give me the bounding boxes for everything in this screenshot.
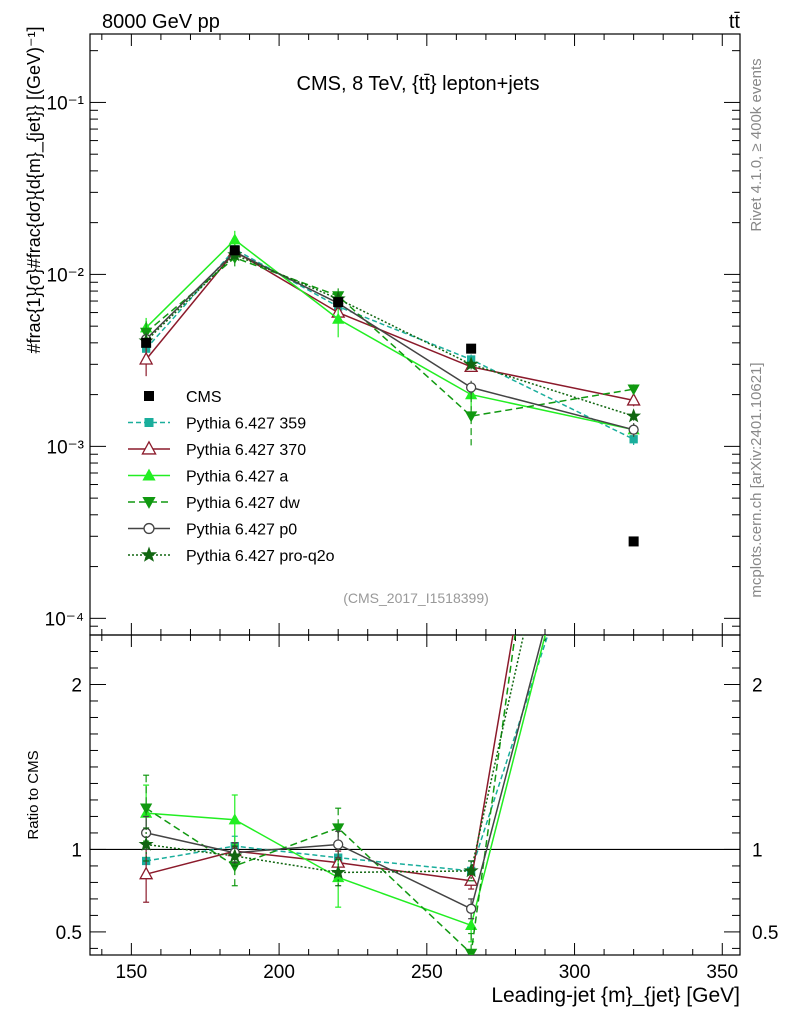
y-axis-label-main: #frac{1}{σ}#frac{dσ}{d{m}_{jet}} [(GeV)⁻…	[24, 27, 45, 354]
axis-ticks: 150 200 250 300 350 10⁻⁴ 10⁻³ 10⁻² 10⁻¹ 0.5 0.5 1 1 2…	[45, 34, 778, 983]
ratio-y-tick-label-right: 2	[752, 675, 763, 696]
star-marker	[330, 864, 346, 879]
down-triangle-marker	[332, 823, 345, 835]
x-tick-label: 150	[116, 962, 148, 983]
down-triangle-marker	[627, 384, 640, 396]
x-tick-label: 200	[263, 962, 295, 983]
cms-data-point	[229, 245, 240, 256]
cms-data-point	[628, 536, 639, 547]
header-right: tt̄	[729, 11, 741, 33]
y-tick-label: 10⁻²	[47, 265, 85, 286]
open-triangle-marker	[626, 392, 641, 406]
ratio-y-tick-label: 1	[71, 840, 82, 861]
open-triangle-marker	[141, 440, 157, 455]
mcplots-citation-text: mcplots.cern.ch [arXiv:2401.10621]	[748, 362, 765, 597]
ratio-plot-frame	[89, 634, 741, 956]
x-axis-label: Leading-jet {m}_{jet} [GeV]	[491, 984, 740, 1007]
legend-label-cms: CMS	[186, 389, 222, 406]
ratio-y-tick-label: 2	[71, 675, 82, 696]
star-marker	[138, 836, 154, 851]
x-tick-label: 250	[411, 962, 443, 983]
open-circle-marker	[465, 903, 477, 914]
header-left: 8000 GeV pp	[102, 11, 220, 33]
main-plot-frame	[89, 33, 741, 636]
open-triangle-marker	[464, 872, 479, 886]
analysis-id: (CMS_2017_I1518399)	[343, 590, 489, 606]
star-marker	[227, 848, 243, 863]
open-triangle-marker	[139, 866, 154, 880]
legend-label: Pythia 6.427 359	[186, 416, 306, 433]
ratio-line-2	[146, 635, 546, 927]
ratio-series-group	[138, 635, 549, 955]
y-tick-label: 10⁻¹	[47, 93, 85, 114]
legend-label: Pythia 6.427 p0	[186, 522, 297, 539]
open-triangle-marker	[139, 351, 154, 365]
triangle-marker	[332, 312, 345, 324]
legend: CMS Pythia 6.427 359 Pythia 6.427 370 Pythi…	[128, 389, 335, 565]
y-tick-label: 10⁻³	[47, 437, 85, 458]
star-marker	[463, 862, 479, 878]
chart-title: CMS, 8 TeV, {tt̄} lepton+jets	[297, 73, 540, 95]
x-tick-label: 300	[559, 962, 591, 983]
open-circle-marker	[628, 424, 639, 435]
down-triangle-marker	[142, 496, 156, 509]
triangle-marker	[228, 233, 241, 245]
y-axis-label-ratio: Ratio to CMS	[25, 750, 42, 839]
legend-label: Pythia 6.427 dw	[186, 495, 300, 512]
cms-data-point	[333, 297, 344, 308]
ratio-y-tick-label-right: 0.5	[752, 923, 778, 944]
y-tick-label: 10⁻⁴	[45, 609, 84, 630]
open-circle-marker	[465, 382, 477, 393]
main-series-group	[138, 230, 642, 547]
legend-cms-marker	[144, 391, 154, 401]
legend-label: Pythia 6.427 pro-q2o	[186, 548, 335, 565]
cms-data-point	[466, 343, 477, 354]
down-triangle-marker	[140, 803, 153, 815]
x-tick-label: 350	[706, 962, 738, 983]
star-marker	[626, 408, 642, 423]
open-circle-marker	[333, 839, 344, 850]
ratio-y-tick-label-right: 1	[752, 840, 763, 861]
down-triangle-marker	[465, 948, 478, 955]
down-triangle-marker	[465, 411, 478, 423]
ratio-line-1	[145, 635, 514, 882]
cms-data-point	[141, 337, 152, 348]
triangle-marker	[142, 468, 156, 481]
legend-label: Pythia 6.427 a	[186, 469, 288, 486]
triangle-marker	[465, 918, 478, 930]
rivet-version-text: Rivet 4.1.0, ≥ 400k events	[748, 58, 765, 231]
legend-label: Pythia 6.427 370	[186, 442, 306, 459]
star-marker	[140, 546, 158, 562]
triangle-marker	[228, 813, 241, 825]
square-marker	[144, 417, 154, 427]
series-line-1	[145, 250, 634, 402]
ratio-y-tick-label: 0.5	[56, 923, 82, 944]
open-circle-marker	[143, 522, 155, 535]
star-marker	[463, 356, 479, 371]
